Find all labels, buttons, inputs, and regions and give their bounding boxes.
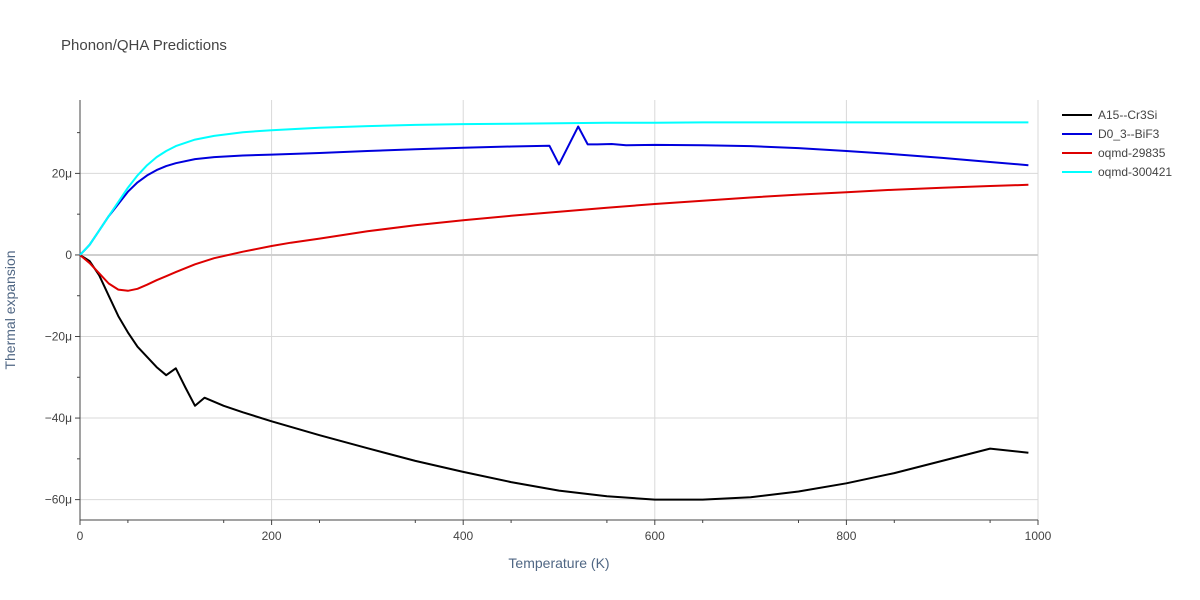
legend-label: D0_3--BiF3 [1098, 127, 1160, 141]
legend[interactable]: A15--Cr3Si D0_3--BiF3 oqmd-29835 oqmd-30042… [1062, 108, 1172, 179]
legend-item-1[interactable]: D0_3--BiF3 [1062, 127, 1160, 141]
y-tick-label: 20μ [52, 166, 72, 180]
y-axis-title: Thermal expansion [2, 250, 18, 369]
legend-label: oqmd-300421 [1098, 165, 1172, 179]
series-line-2[interactable] [79, 183, 1029, 292]
legend-label: A15--Cr3Si [1098, 108, 1157, 122]
x-tick-label: 200 [262, 529, 282, 543]
legend-item-2[interactable]: oqmd-29835 [1062, 146, 1166, 160]
grid-layer [80, 100, 1039, 520]
legend-item-3[interactable]: oqmd-300421 [1062, 165, 1172, 179]
x-tick-label: 1000 [1025, 529, 1052, 543]
y-tick-label: −60μ [45, 493, 72, 507]
x-tick-label: 0 [77, 529, 84, 543]
axes-layer: 0 200 400 600 800 1000 −60μ −40μ −20μ 0 20μ [45, 100, 1052, 543]
series-layer [79, 121, 1029, 501]
series-line-1[interactable] [79, 125, 1029, 256]
x-tick-label: 400 [453, 529, 473, 543]
series-line-3[interactable] [79, 121, 1029, 256]
x-tick-label: 800 [836, 529, 856, 543]
x-axis-title: Temperature (K) [508, 555, 609, 571]
legend-label: oqmd-29835 [1098, 146, 1166, 160]
y-tick-label: −40μ [45, 411, 72, 425]
x-tick-label: 600 [645, 529, 665, 543]
series-line-0[interactable] [79, 254, 1029, 501]
chart-title: Phonon/QHA Predictions [61, 37, 227, 54]
y-tick-label: 0 [65, 248, 72, 262]
legend-item-0[interactable]: A15--Cr3Si [1062, 108, 1157, 122]
y-tick-label: −20μ [45, 330, 72, 344]
